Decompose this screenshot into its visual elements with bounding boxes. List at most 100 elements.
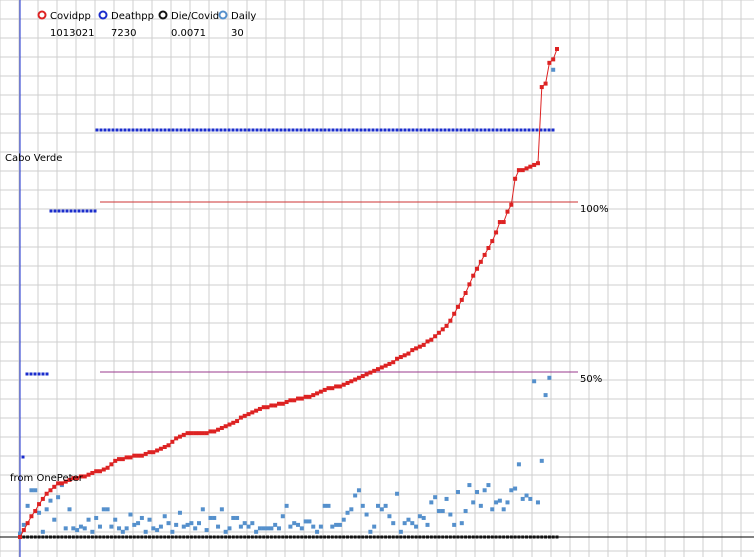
die-covid-point — [121, 535, 125, 539]
covidpp-point — [440, 327, 445, 332]
die-covid-point — [41, 535, 45, 539]
deathpp-point — [443, 128, 447, 132]
covidpp-point — [177, 434, 182, 439]
die-covid-point — [326, 535, 330, 539]
deathpp-point — [519, 128, 523, 132]
die-covid-point — [243, 535, 247, 539]
die-covid-point — [254, 535, 258, 539]
die-covid-point — [479, 535, 483, 539]
deathpp-point — [89, 209, 93, 213]
die-covid-point — [45, 535, 49, 539]
deathpp-point — [93, 209, 97, 213]
die-covid-point — [315, 535, 319, 539]
covidpp-point — [18, 535, 22, 539]
covidpp-point — [166, 443, 171, 448]
covidpp-point — [254, 408, 259, 413]
daily-point — [120, 529, 125, 534]
deathpp-point — [419, 128, 423, 132]
daily-point — [524, 493, 529, 498]
deathpp-point — [459, 128, 463, 132]
die-covid-point — [307, 535, 311, 539]
covidpp-point — [155, 448, 160, 453]
die-covid-point — [136, 535, 140, 539]
die-covid-point — [528, 535, 532, 539]
die-covid-point — [319, 535, 323, 539]
covidpp-point — [117, 457, 122, 462]
covidpp-point — [238, 415, 243, 420]
daily-point — [174, 522, 179, 527]
daily-point — [257, 526, 262, 531]
die-covid-point — [167, 535, 171, 539]
die-covid-point — [26, 535, 30, 539]
deathpp-point — [25, 372, 29, 376]
die-covid-point — [338, 535, 342, 539]
deathpp-point — [319, 128, 323, 132]
deathpp-point — [359, 128, 363, 132]
daily-point — [143, 529, 148, 534]
covidpp-point — [90, 470, 95, 475]
daily-point — [414, 524, 419, 529]
daily-point — [417, 514, 422, 519]
daily-point — [29, 488, 34, 493]
deathpp-point — [159, 128, 163, 132]
die-covid-point — [498, 535, 502, 539]
deathpp-point — [511, 128, 515, 132]
die-covid-point — [544, 535, 548, 539]
deathpp-point — [139, 128, 143, 132]
covidpp-point — [307, 394, 312, 399]
deathpp-point — [251, 128, 255, 132]
covidpp-point — [162, 445, 167, 450]
deathpp-point — [41, 372, 45, 376]
covidpp-point — [364, 372, 369, 377]
die-covid-point — [189, 535, 193, 539]
daily-point — [467, 483, 472, 488]
covidpp-point — [444, 323, 449, 328]
die-covid-point — [208, 535, 212, 539]
die-covid-point — [220, 535, 224, 539]
deathpp-point — [487, 128, 491, 132]
daily-point — [200, 507, 205, 512]
deathpp-point — [263, 128, 267, 132]
covidpp-point — [341, 382, 346, 387]
covidpp-point — [414, 346, 419, 351]
reference-lines: 100% 50% — [100, 201, 609, 385]
deathpp-point — [95, 128, 99, 132]
daily-point — [170, 529, 175, 534]
deathpp-point — [335, 128, 339, 132]
covidpp-point — [532, 162, 537, 167]
die-covid-point — [372, 535, 376, 539]
daily-point — [364, 512, 369, 517]
daily-point — [494, 500, 499, 505]
die-covid-point — [292, 535, 296, 539]
covidpp-point — [452, 311, 457, 316]
daily-point — [421, 515, 426, 520]
covidpp-point — [231, 420, 236, 425]
covidpp-point — [299, 396, 304, 401]
deathpp-point — [339, 128, 343, 132]
deathpp-point — [483, 128, 487, 132]
covidpp-point — [543, 81, 548, 86]
daily-point — [288, 524, 293, 529]
die-covid-point — [288, 535, 292, 539]
die-covid-point — [132, 535, 136, 539]
die-covid-point — [536, 535, 540, 539]
die-covid-point — [170, 535, 174, 539]
covidpp-point — [433, 334, 438, 339]
daily-point — [219, 507, 224, 512]
daily-point — [448, 512, 453, 517]
die-covid-point — [357, 535, 361, 539]
daily-point — [311, 524, 316, 529]
daily-point — [94, 515, 99, 520]
daily-point — [113, 517, 118, 522]
covidpp-point — [67, 477, 72, 482]
daily-point — [162, 514, 167, 519]
die-covid-point — [410, 535, 414, 539]
deathpp-point — [175, 128, 179, 132]
die-covid-point — [414, 535, 418, 539]
daily-point — [345, 510, 350, 515]
deathpp-legend-icon — [98, 10, 108, 20]
daily-point — [254, 529, 259, 534]
die-covid-point — [83, 535, 87, 539]
die-covid-point — [448, 535, 452, 539]
